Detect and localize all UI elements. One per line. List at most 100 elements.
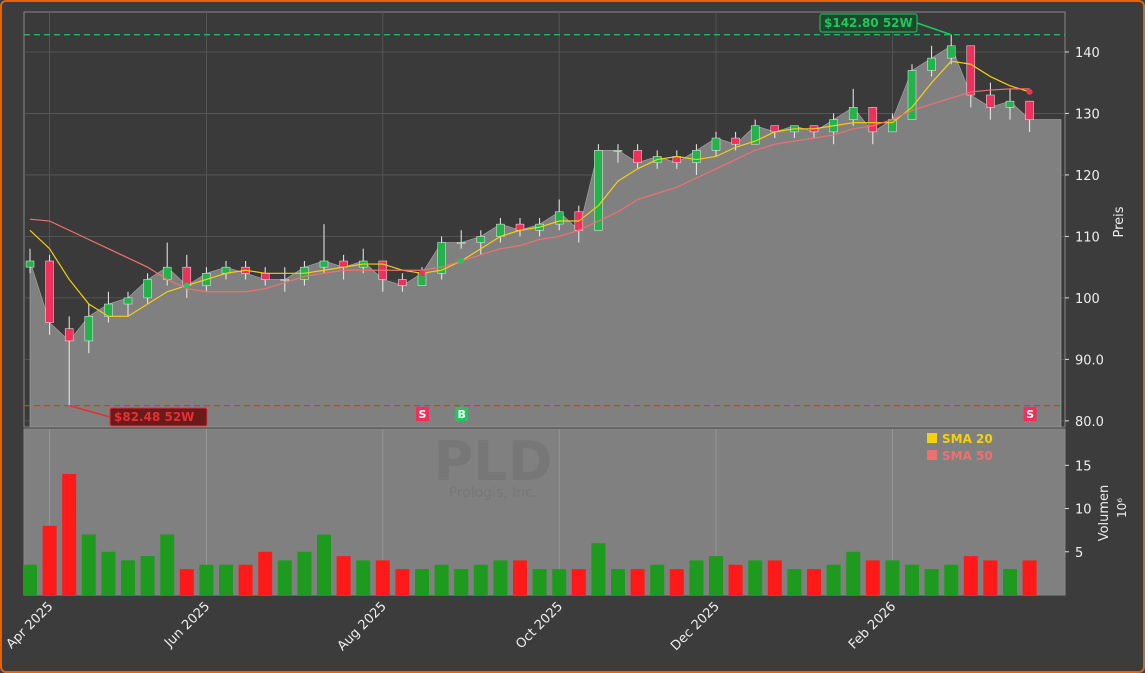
volume-bar bbox=[865, 560, 880, 595]
x-tick-label: Apr 2025 bbox=[4, 599, 57, 652]
volume-bar bbox=[219, 564, 233, 595]
legend-label: SMA 50 bbox=[942, 449, 993, 463]
candle-body bbox=[280, 279, 290, 281]
volume-bar bbox=[767, 560, 782, 595]
volume-bar bbox=[748, 560, 763, 595]
sma-line bbox=[29, 88, 1030, 293]
volume-bar bbox=[62, 473, 77, 595]
volume-bar bbox=[1022, 560, 1037, 595]
volume-bar bbox=[199, 564, 214, 595]
candle-body bbox=[64, 328, 74, 342]
signal-label: B bbox=[458, 408, 466, 421]
volume-tick-label: 5 bbox=[1075, 546, 1083, 561]
x-tick-label: Dec 2025 bbox=[668, 599, 723, 654]
volume-bar bbox=[238, 564, 253, 595]
candle-body bbox=[496, 223, 505, 237]
candle-body bbox=[927, 57, 936, 71]
legend-label: SMA 20 bbox=[942, 432, 993, 446]
volume-bar bbox=[983, 560, 998, 595]
x-tick-label: Oct 2025 bbox=[513, 599, 566, 652]
candle-body bbox=[123, 297, 133, 305]
candle-body bbox=[946, 45, 956, 59]
volume-bar bbox=[571, 569, 586, 595]
candle-body bbox=[986, 94, 995, 108]
candle-body bbox=[260, 273, 270, 280]
candle-body bbox=[554, 211, 564, 225]
volume-bar bbox=[846, 551, 861, 595]
volume-bar bbox=[885, 560, 900, 595]
volume-bar bbox=[787, 569, 802, 595]
volume-bar bbox=[23, 564, 37, 595]
candle-body bbox=[45, 260, 54, 323]
candle-body bbox=[84, 316, 94, 342]
volume-bar bbox=[297, 551, 312, 595]
volume-bar bbox=[513, 560, 527, 595]
legend-swatch bbox=[927, 433, 937, 443]
extreme-arrow bbox=[916, 22, 952, 36]
volume-bar bbox=[42, 525, 57, 595]
volume-tick-label: 10 bbox=[1075, 503, 1092, 518]
x-tick-label: Feb 2026 bbox=[846, 599, 899, 652]
volume-bar bbox=[160, 534, 175, 595]
volume-bar bbox=[669, 569, 684, 595]
volume-bar bbox=[140, 556, 155, 595]
signal-box bbox=[416, 407, 429, 421]
watermark-company: Prologis, Inc. bbox=[449, 485, 538, 501]
y-tick-label: 130 bbox=[1075, 107, 1100, 122]
volume-scale-label: 10⁶ bbox=[1115, 498, 1129, 518]
candle-body bbox=[907, 70, 917, 120]
candle-body bbox=[750, 125, 760, 145]
candle-body bbox=[888, 119, 897, 133]
candle-body bbox=[613, 150, 623, 152]
candle-body bbox=[398, 279, 407, 286]
candle-body bbox=[731, 137, 740, 145]
y-tick-label: 110 bbox=[1075, 230, 1100, 245]
legend-swatch bbox=[927, 450, 937, 460]
volume-bar bbox=[650, 564, 665, 595]
signal-label: S bbox=[419, 408, 427, 421]
extreme-arrow bbox=[68, 404, 111, 418]
volume-bar bbox=[101, 551, 116, 595]
volume-bar bbox=[963, 556, 978, 595]
candle-body bbox=[868, 107, 878, 133]
candle-body bbox=[848, 107, 858, 120]
y-tick-label: 120 bbox=[1075, 169, 1100, 184]
y-tick-label: 80.0 bbox=[1075, 415, 1104, 430]
extreme-label: $82.48 52W bbox=[114, 410, 194, 424]
volume-bar bbox=[630, 569, 645, 595]
signal-dot bbox=[458, 258, 465, 264]
candle-body bbox=[437, 242, 446, 274]
watermark-symbol: PLD bbox=[434, 430, 553, 493]
candle-body bbox=[456, 242, 466, 244]
candle-body bbox=[594, 150, 603, 231]
sma-line bbox=[29, 60, 1030, 317]
volume-bar bbox=[356, 560, 371, 595]
volume-bar bbox=[689, 560, 704, 595]
volume-bar bbox=[826, 564, 841, 595]
volume-bar bbox=[395, 569, 410, 595]
candle-body bbox=[476, 236, 486, 243]
volume-bar bbox=[317, 534, 331, 595]
volume-bar bbox=[493, 560, 508, 595]
y-tick-label: 100 bbox=[1075, 292, 1100, 307]
volume-bar bbox=[473, 564, 488, 595]
volume-bar bbox=[591, 543, 606, 595]
candle-body bbox=[966, 45, 976, 96]
candle-body bbox=[711, 137, 721, 151]
candle-body bbox=[692, 150, 701, 163]
volume-bar bbox=[81, 534, 96, 595]
volume-bar bbox=[611, 569, 625, 595]
volume-bar bbox=[336, 556, 351, 595]
volume-bar bbox=[121, 560, 135, 595]
volume-axis-label: Volumen bbox=[1097, 485, 1112, 542]
x-tick-label: Jun 2025 bbox=[161, 599, 213, 651]
volume-bar bbox=[944, 564, 959, 595]
signal-box bbox=[1023, 407, 1037, 421]
x-tick-label: Aug 2025 bbox=[335, 599, 390, 654]
volume-bar bbox=[434, 564, 449, 595]
volume-bar bbox=[415, 569, 429, 595]
y-tick-label: 90.0 bbox=[1075, 353, 1104, 368]
candle-body bbox=[1005, 100, 1015, 108]
y-tick-label: 140 bbox=[1075, 46, 1100, 61]
candle-body bbox=[319, 260, 329, 268]
